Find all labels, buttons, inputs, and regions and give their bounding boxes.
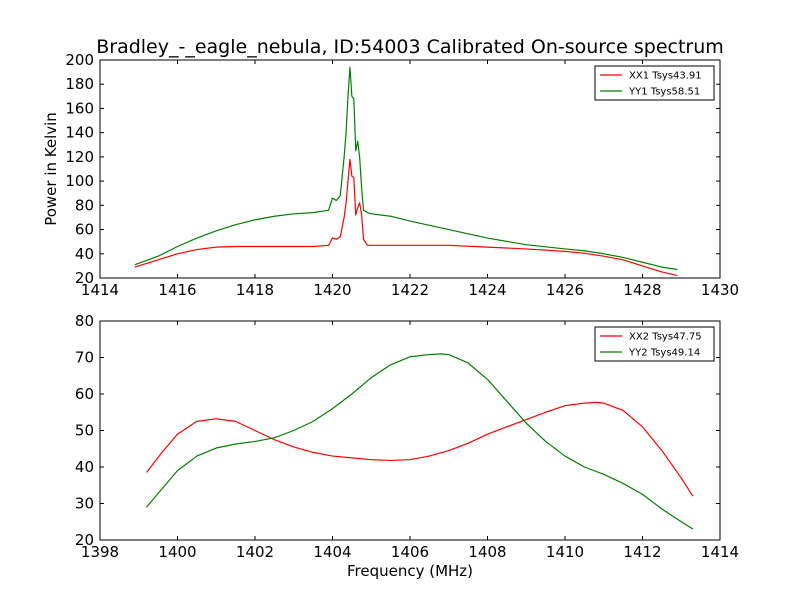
y-tick-label: 60 <box>75 385 94 403</box>
x-tick-label: 1406 <box>391 543 429 561</box>
y-tick-label: 30 <box>75 495 94 513</box>
x-tick-label: 1400 <box>158 543 196 561</box>
x-tick-label: 1418 <box>236 281 274 299</box>
y-tick-label: 80 <box>75 196 94 214</box>
x-axis-label: Frequency (MHz) <box>347 562 473 580</box>
y-tick-label: 160 <box>65 99 94 117</box>
x-tick-label: 1410 <box>546 543 584 561</box>
x-tick-label: 1424 <box>468 281 506 299</box>
y-tick-label: 20 <box>75 531 94 549</box>
x-tick-label: 1404 <box>313 543 351 561</box>
y-tick-label: 80 <box>75 312 94 330</box>
y-tick-label: 100 <box>65 172 94 190</box>
x-tick-label: 1414 <box>81 281 119 299</box>
legend-entry: YY1 Tsys58.51 <box>628 87 700 98</box>
x-tick-label: 1414 <box>701 543 739 561</box>
y-tick-label: 40 <box>75 245 94 263</box>
x-tick-label: 1408 <box>468 543 506 561</box>
legend-entry: XX2 Tsys47.75 <box>629 332 702 343</box>
bottom-spectrum-plot: 1398 1400 1402 1404 1406 1408 1410 1412 1414 20 30… <box>75 312 739 580</box>
chart-title: Bradley_-_eagle_nebula, ID:54003 Calibra… <box>96 36 724 58</box>
legend-box-1 <box>594 65 715 101</box>
legend-box-2 <box>594 326 715 362</box>
x-tick-label: 1428 <box>623 281 661 299</box>
y-tick-label: 40 <box>75 458 94 476</box>
x-tick-label: 1420 <box>313 281 351 299</box>
x-tick-label: 1398 <box>81 543 119 561</box>
x-tick-label: 1412 <box>623 543 661 561</box>
x-tick-label: 1426 <box>546 281 584 299</box>
series-line-2-1 <box>146 401 694 497</box>
series-line-2-2 <box>146 353 694 530</box>
y-tick-label: 200 <box>65 51 94 69</box>
series-line-1-2 <box>134 66 678 271</box>
y-tick-label: 70 <box>75 349 94 367</box>
legend-entry: YY2 Tsys49.14 <box>628 348 700 359</box>
x-tick-label: 1402 <box>236 543 274 561</box>
top-spectrum-plot: 1414 1416 1418 1420 1422 1424 1426 1428 1430 20 40… <box>42 36 739 299</box>
y-tick-label: 20 <box>75 269 94 287</box>
x-tick-label: 1430 <box>701 281 739 299</box>
y-tick-label: 140 <box>65 124 94 142</box>
y-tick-label: 50 <box>75 422 94 440</box>
x-tick-label: 1422 <box>391 281 429 299</box>
y-tick-label: 120 <box>65 148 94 166</box>
y-axis-label: Power in Kelvin <box>42 112 60 226</box>
y-tick-label: 180 <box>65 75 94 93</box>
series-line-1-1 <box>134 158 678 277</box>
y-tick-label: 60 <box>75 221 94 239</box>
legend-entry: XX1 Tsys43.91 <box>629 71 702 82</box>
x-tick-label: 1416 <box>158 281 196 299</box>
